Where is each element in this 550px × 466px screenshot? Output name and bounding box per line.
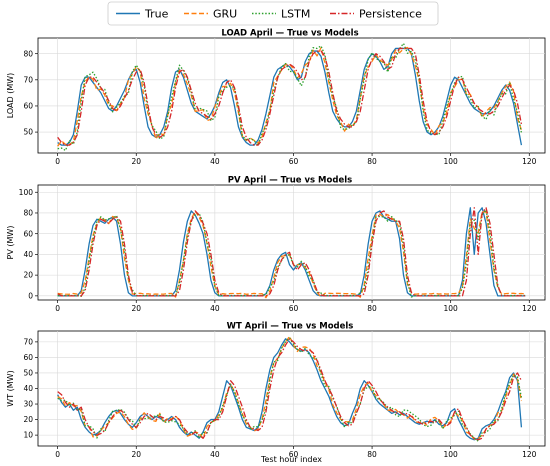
y-tick-label: 40 — [23, 250, 33, 259]
y-tick-label: 10 — [23, 431, 33, 440]
x-tick-label: 60 — [289, 304, 299, 313]
x-tick-label: 120 — [522, 304, 537, 313]
legend-entry-gru: GRU — [184, 8, 237, 21]
x-tick-label: 80 — [367, 157, 377, 166]
series-line-persistence — [57, 338, 523, 441]
panel-pv-ylabel: PV (MW) — [6, 226, 15, 260]
x-tick-label: 100 — [444, 157, 459, 166]
panel-wt-grid — [38, 331, 545, 446]
y-tick-label: 60 — [23, 102, 33, 111]
series-line-lstm — [57, 337, 523, 442]
x-tick-label: 0 — [55, 450, 60, 459]
panel-pv-title: PV April — True vs Models — [228, 176, 352, 186]
x-tick-label: 0 — [55, 304, 60, 313]
x-tick-label: 80 — [367, 304, 377, 313]
series-line-true — [57, 207, 526, 297]
panel-wt-series — [57, 335, 523, 442]
panel-wt-xlabel: Test hour index — [260, 455, 322, 464]
series-line-persistence — [57, 207, 526, 297]
y-tick-label: 70 — [23, 337, 33, 346]
y-tick-label: 50 — [23, 369, 33, 378]
panel-pv-plot-area — [37, 184, 546, 301]
legend-label-gru: GRU — [213, 8, 237, 21]
x-tick-label: 40 — [210, 304, 220, 313]
panel-load-series — [57, 42, 523, 152]
series-line-persistence — [57, 47, 523, 146]
y-tick-label: 20 — [23, 271, 33, 280]
x-tick-label: 100 — [444, 450, 459, 459]
series-line-lstm — [57, 42, 523, 152]
y-tick-label: 50 — [23, 128, 33, 137]
y-tick-label: 60 — [23, 353, 33, 362]
panel-wt-ylabel: WT (MW) — [6, 370, 15, 406]
y-tick-label: 70 — [23, 75, 33, 84]
y-tick-label: 60 — [23, 229, 33, 238]
panel-load-title: LOAD April — True vs Models — [221, 29, 358, 39]
x-tick-label: 120 — [522, 450, 537, 459]
panel-load-grid — [38, 38, 545, 153]
legend-entry-persistence: Persistence — [330, 8, 422, 21]
x-tick-label: 120 — [522, 157, 537, 166]
series-line-gru — [57, 210, 526, 299]
legend-label-persistence: Persistence — [359, 8, 422, 21]
series-line-gru — [57, 46, 523, 147]
x-tick-label: 20 — [131, 157, 141, 166]
y-tick-label: 40 — [23, 384, 33, 393]
x-tick-label: 0 — [55, 157, 60, 166]
panel-load-ticks: 0 20 40 60 80 100 120 50 60 70 80 — [23, 49, 536, 166]
y-tick-label: 80 — [23, 49, 33, 58]
x-tick-label: 100 — [444, 304, 459, 313]
x-tick-label: 60 — [289, 157, 299, 166]
x-tick-label: 40 — [210, 450, 220, 459]
panel-wt-ticks: 0 20 40 60 80 100 120 10 20 30 40 50 60 70 — [23, 337, 536, 459]
panel-wt-title: WT April — True vs Models — [227, 322, 354, 332]
series-line-lstm — [57, 209, 526, 298]
y-tick-label: 0 — [28, 291, 33, 300]
y-tick-label: 20 — [23, 415, 33, 424]
y-tick-label: 100 — [19, 188, 34, 197]
panel-pv-ticks: 0 20 40 60 80 100 120 0 20 40 60 80 100 — [19, 188, 537, 313]
legend-entry-true: True — [116, 8, 169, 21]
legend-entry-lstm: LSTM — [252, 8, 310, 21]
series-line-true — [57, 47, 523, 146]
legend-label-lstm: LSTM — [281, 8, 310, 21]
x-tick-label: 20 — [131, 450, 141, 459]
x-tick-label: 40 — [210, 157, 220, 166]
x-tick-label: 80 — [367, 450, 377, 459]
panel-load: LOAD April — True vs Models 0 20 40 60 80 100… — [6, 29, 546, 166]
panel-pv: PV April — True vs Models 0 20 40 60 80 100 12… — [6, 176, 546, 313]
panel-load-ylabel: LOAD (MW) — [6, 73, 15, 119]
x-tick-label: 20 — [131, 304, 141, 313]
legend-label-true: True — [144, 8, 169, 21]
y-tick-label: 80 — [23, 209, 33, 218]
y-tick-label: 30 — [23, 400, 33, 409]
panel-pv-series — [57, 207, 526, 299]
panel-wt: WT April — True vs Models 0 20 40 60 80 100 12… — [6, 322, 546, 464]
legend: True GRU LSTM Persistence — [107, 1, 439, 26]
series-line-true — [57, 338, 523, 441]
series-line-gru — [57, 335, 523, 440]
x-tick-label: 60 — [289, 450, 299, 459]
panel-load-plot-area — [37, 37, 546, 154]
